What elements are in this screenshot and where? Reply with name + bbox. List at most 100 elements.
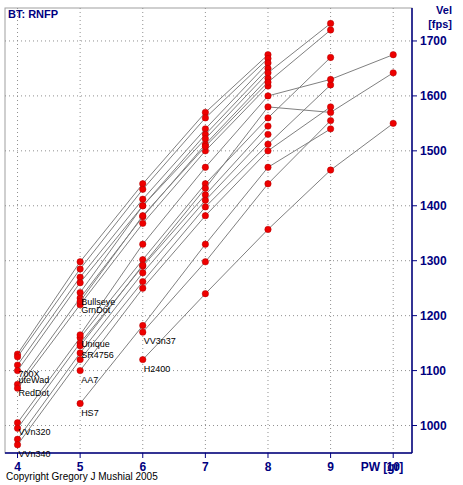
data-point <box>202 136 208 142</box>
tick-label: 1100 <box>420 364 446 378</box>
copyright: Copyright Gregory J Mushial 2005 <box>6 471 158 482</box>
data-point <box>140 356 146 362</box>
data-point <box>140 270 146 276</box>
data-point <box>140 278 146 284</box>
chart: 1000110012001300140015001600170045678910… <box>0 0 463 485</box>
x-axis <box>5 452 412 454</box>
tick-label: 1500 <box>420 144 447 158</box>
tick-label: 1700 <box>420 34 447 48</box>
series-label: HS7 <box>81 408 99 418</box>
grid-line <box>205 8 206 453</box>
data-point <box>265 148 271 154</box>
series-line <box>80 55 393 335</box>
data-point <box>140 322 146 328</box>
tick-label: 1400 <box>420 199 447 213</box>
grid-line <box>330 8 331 453</box>
data-point <box>327 104 333 110</box>
series-line <box>80 30 331 301</box>
data-point <box>265 164 271 170</box>
tick-label: 7 <box>202 460 209 474</box>
data-point <box>265 104 271 110</box>
data-point <box>265 131 271 137</box>
series-label: VVn320 <box>19 427 51 437</box>
series-label: VV3n37 <box>144 336 176 346</box>
data-point <box>14 354 20 360</box>
data-point <box>202 143 208 149</box>
series-line <box>80 107 331 371</box>
data-point <box>14 442 20 448</box>
series-label: RedDot <box>19 388 50 398</box>
data-point <box>202 185 208 191</box>
data-point <box>140 203 146 209</box>
series-line <box>80 129 331 404</box>
grid-line <box>5 425 412 426</box>
data-point <box>327 167 333 173</box>
tick-label: 8 <box>265 460 272 474</box>
y-axis-label-part: Vel <box>436 4 452 16</box>
data-point <box>202 290 208 296</box>
series-label: GrnDot <box>81 305 111 315</box>
data-point <box>202 212 208 218</box>
data-point <box>202 259 208 265</box>
series-line <box>143 121 331 333</box>
data-point <box>265 115 271 121</box>
tick-label: 1000 <box>420 419 447 433</box>
grid-line <box>5 40 412 41</box>
data-point <box>77 400 83 406</box>
data-point <box>77 279 83 285</box>
tick-label: 1200 <box>420 309 447 323</box>
data-point <box>140 196 146 202</box>
series-line <box>18 57 331 422</box>
data-point <box>265 123 271 129</box>
data-point <box>202 164 208 170</box>
data-point <box>390 120 396 126</box>
plot-area <box>14 20 396 448</box>
data-point <box>140 241 146 247</box>
series-label: AA7 <box>81 375 98 385</box>
data-point <box>265 181 271 187</box>
data-point <box>77 289 83 295</box>
series-line <box>18 86 269 388</box>
grid-line <box>142 8 143 453</box>
data-point <box>140 262 146 268</box>
grid-line <box>80 8 81 453</box>
data-point <box>265 79 271 85</box>
data-point <box>265 141 271 147</box>
series-line <box>80 73 393 346</box>
data-point <box>77 266 83 272</box>
data-point <box>327 76 333 82</box>
y-axis-label: Vel [fps] <box>428 4 452 30</box>
data-point <box>202 241 208 247</box>
title: BT: RNFP <box>8 8 58 20</box>
data-point <box>140 329 146 335</box>
data-point <box>140 285 146 291</box>
data-point <box>390 70 396 76</box>
tick-label: 1600 <box>420 89 447 103</box>
y-axis-label-part: [fps] <box>428 18 452 30</box>
data-point <box>202 115 208 121</box>
series-label: SR4756 <box>81 350 114 360</box>
series-line <box>18 85 331 445</box>
tick-label: 1300 <box>420 254 447 268</box>
data-point <box>77 332 83 338</box>
data-point <box>202 197 208 203</box>
data-point <box>77 367 83 373</box>
data-point <box>265 226 271 232</box>
y-axis <box>411 8 413 453</box>
series-label: uteWad <box>19 375 50 385</box>
data-point <box>140 186 146 192</box>
data-point <box>327 54 333 60</box>
series-line <box>18 55 269 354</box>
data-point <box>77 259 83 265</box>
data-point <box>140 203 146 209</box>
data-point <box>327 27 333 33</box>
grid-line <box>5 315 412 316</box>
data-point <box>202 204 208 210</box>
tick-label: 9 <box>327 460 334 474</box>
data-point <box>265 93 271 99</box>
grid-line <box>5 370 412 371</box>
labels: 700XuteWadRedDotVVn320VVn340BullseyeGrnD… <box>19 297 176 459</box>
data-point <box>265 70 271 76</box>
plot-frame <box>5 8 412 453</box>
data-point <box>390 51 396 57</box>
